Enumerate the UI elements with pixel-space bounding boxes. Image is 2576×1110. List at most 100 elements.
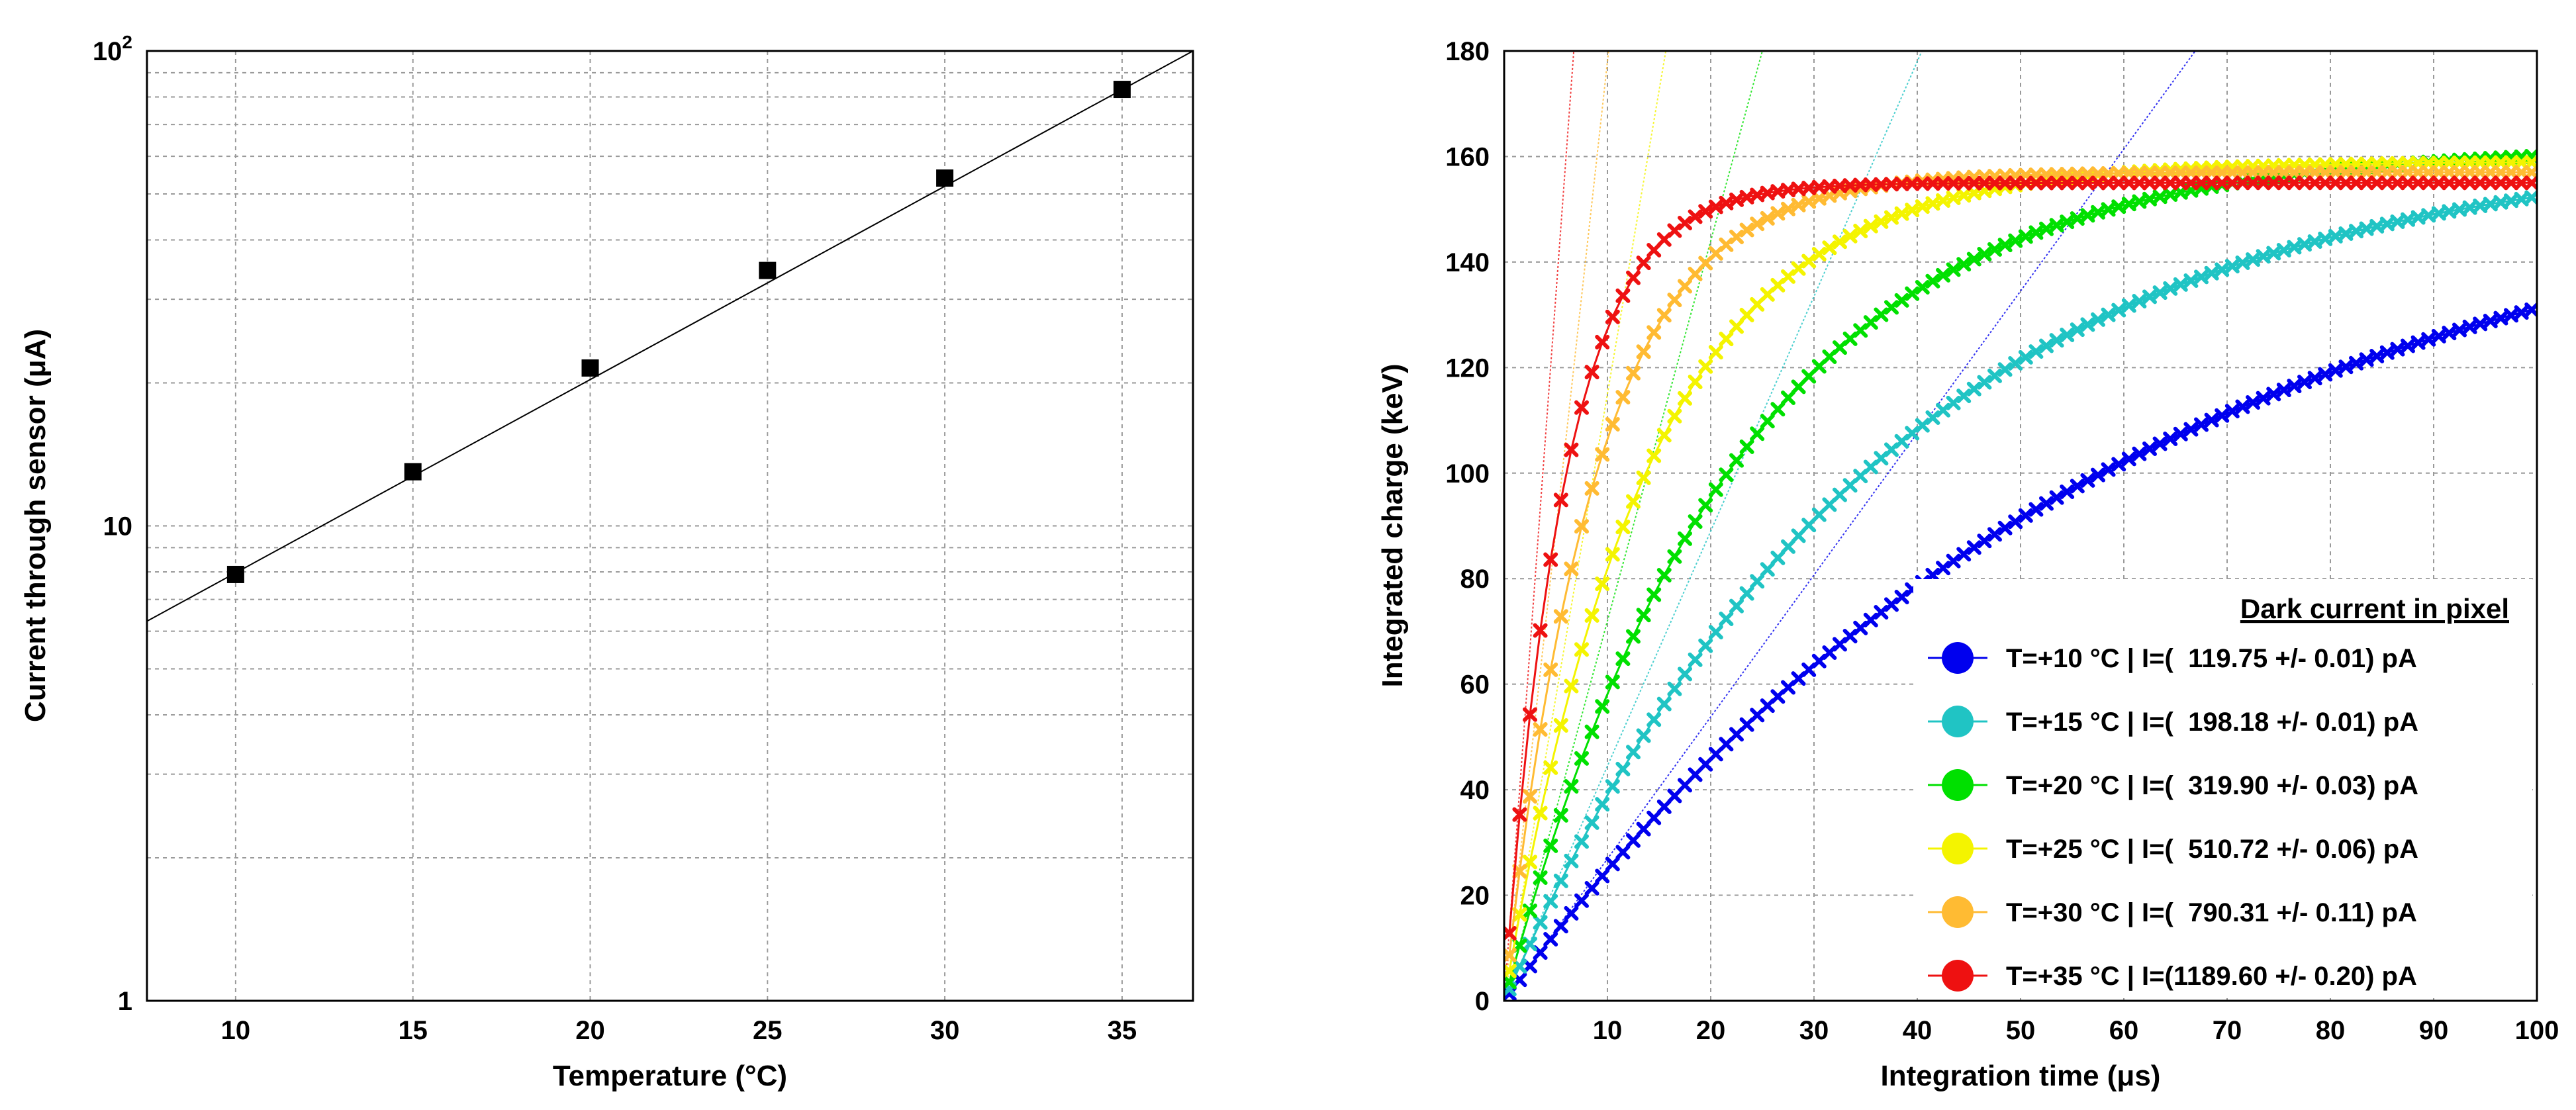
series-marker xyxy=(1894,589,1909,604)
series-marker xyxy=(2276,175,2291,191)
series-curve xyxy=(1504,175,2537,941)
series-marker xyxy=(1987,175,2002,191)
right-y-tick-labels: 0 20 40 60 80 100 120 140 160 180 xyxy=(1445,37,1490,1016)
series-marker xyxy=(1512,958,1527,974)
series-marker xyxy=(1626,745,1641,760)
series-marker xyxy=(1750,216,1765,232)
left-x-tick-label: 20 xyxy=(575,1016,605,1045)
series-marker xyxy=(1936,267,1950,283)
series-marker xyxy=(2390,342,2405,357)
series-marker xyxy=(1636,821,1651,837)
series-marker xyxy=(1553,808,1568,823)
series-marker xyxy=(2318,175,2333,191)
series-marker xyxy=(2379,165,2395,180)
series-marker xyxy=(2132,293,2147,308)
series-marker xyxy=(1739,439,1754,454)
series-marker xyxy=(2204,412,2219,428)
series-marker xyxy=(1801,194,1817,209)
series-marker xyxy=(2080,175,2095,191)
series-marker xyxy=(1504,926,1517,941)
series-marker xyxy=(2390,175,2405,191)
series-marker xyxy=(1553,717,1568,733)
left-data-point xyxy=(1113,81,1131,99)
series-marker xyxy=(1626,270,1641,285)
series-marker xyxy=(2132,175,2147,191)
series-marker xyxy=(2297,165,2312,180)
left-x-tick-label: 30 xyxy=(930,1016,960,1045)
series-marker xyxy=(1615,761,1631,776)
series-marker xyxy=(1504,948,1517,963)
series-marker xyxy=(2039,175,2054,191)
series-marker xyxy=(2379,345,2395,360)
series-marker xyxy=(2369,175,2385,191)
series-marker xyxy=(2359,175,2374,191)
series-marker xyxy=(1946,553,1961,569)
series-marker xyxy=(2235,175,2250,191)
series-marker xyxy=(2163,432,2178,447)
series-marker xyxy=(1626,629,1641,644)
legend-marker xyxy=(1942,960,1974,992)
series-marker xyxy=(2152,285,2168,301)
series-marker xyxy=(1553,873,1568,888)
series-marker xyxy=(2462,175,2477,191)
series-marker xyxy=(1504,974,1517,990)
series-marker xyxy=(2504,165,2518,180)
series-marker xyxy=(2215,408,2230,423)
series-marker xyxy=(2328,363,2343,378)
series-marker xyxy=(2266,175,2281,191)
series-marker xyxy=(2276,383,2291,398)
series-marker xyxy=(2224,165,2240,180)
series-marker xyxy=(1719,195,1734,210)
right-plot-frame xyxy=(1503,50,2538,1002)
series-marker xyxy=(2008,514,2023,530)
series-marker xyxy=(2194,165,2209,180)
right-series-curves xyxy=(1504,149,2537,1001)
series-marker xyxy=(2091,467,2105,483)
series-marker xyxy=(2307,175,2322,191)
left-data-point xyxy=(936,169,954,187)
series-marker xyxy=(2349,355,2363,371)
series-marker xyxy=(1667,681,1682,696)
series-marker xyxy=(2049,175,2064,191)
legend-title: Dark current in pixel xyxy=(2240,593,2509,624)
series-marker xyxy=(1770,206,1786,221)
series-marker xyxy=(1543,894,1558,909)
series-marker xyxy=(1646,242,1662,257)
series-marker xyxy=(1605,856,1620,872)
series-marker xyxy=(1564,853,1579,868)
series-marker xyxy=(1874,214,1889,229)
series-marker xyxy=(2410,335,2426,350)
series-marker xyxy=(2142,175,2157,191)
series-marker xyxy=(2421,175,2436,191)
series-marker xyxy=(1564,905,1579,921)
series-marker xyxy=(1543,760,1558,775)
series-marker xyxy=(2163,281,2178,296)
right-x-tick-label: 70 xyxy=(2213,1016,2242,1045)
series-marker xyxy=(1884,210,1899,225)
series-marker xyxy=(1750,426,1765,441)
series-marker xyxy=(2246,165,2260,180)
series-marker xyxy=(1584,481,1599,496)
series-marker xyxy=(1574,893,1589,908)
legend-marker xyxy=(1942,642,1974,674)
series-marker xyxy=(2442,326,2457,341)
right-x-tick-label: 50 xyxy=(2006,1016,2036,1045)
legend-label: T=+20 °C | I=( 319.90 +/- 0.03) pA xyxy=(2006,771,2418,800)
series-marker xyxy=(2194,417,2209,432)
series-marker xyxy=(2401,175,2415,191)
series-marker xyxy=(1636,470,1651,485)
series-marker xyxy=(1595,699,1610,714)
series-marker xyxy=(1533,722,1548,737)
series-marker xyxy=(1966,175,1981,191)
series-marker xyxy=(2142,441,2157,456)
series-marker xyxy=(2070,175,2085,191)
series-marker xyxy=(2060,175,2075,191)
legend-label: T=+25 °C | I=( 510.72 +/- 0.06) pA xyxy=(2006,835,2418,864)
right-x-tick-labels: 10 20 30 40 50 60 70 80 90 100 xyxy=(1593,1016,2559,1045)
series-marker xyxy=(2276,165,2291,180)
right-y-tick-label: 160 xyxy=(1445,142,1490,171)
series-marker xyxy=(1615,845,1631,860)
series-marker xyxy=(1977,175,1992,191)
series-marker xyxy=(1626,494,1641,509)
series-marker xyxy=(1708,345,1723,360)
